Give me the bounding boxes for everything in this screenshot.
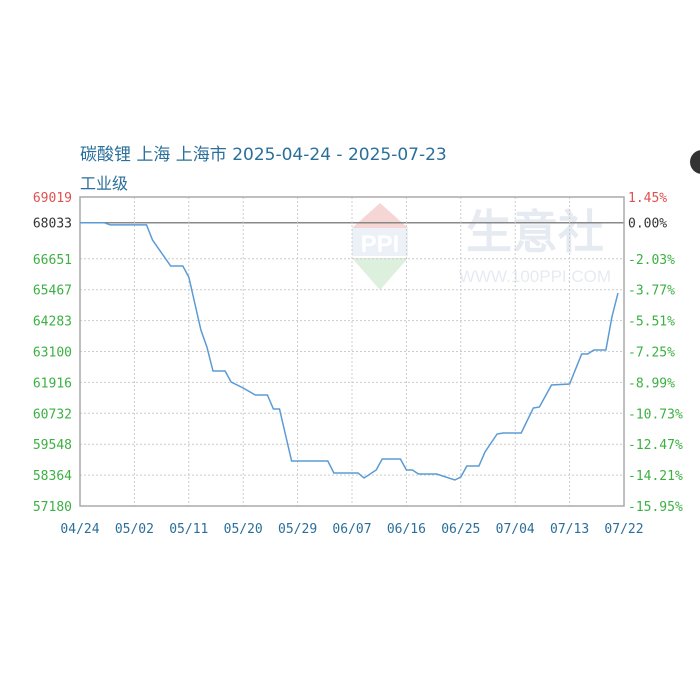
y-tick-label-left: 58364 — [33, 469, 72, 484]
y-tick-label-left: 61916 — [33, 376, 72, 391]
y-tick-label-right: 0.00% — [628, 217, 667, 232]
y-tick-label-right: -10.73% — [628, 407, 683, 422]
watermark-brand: 生意社 — [466, 205, 604, 259]
x-tick-label: 05/11 — [169, 522, 208, 537]
y-tick-label-left: 63100 — [33, 345, 72, 360]
y-tick-label-right: -5.51% — [628, 315, 675, 330]
watermark-logo-up — [352, 203, 408, 228]
y-tick-label-left: 60732 — [33, 407, 72, 422]
y-tick-label-right: -14.21% — [628, 469, 683, 484]
chart-subtitle: 工业级 — [80, 174, 129, 193]
y-tick-label-left: 59548 — [33, 438, 72, 453]
y-tick-label-left: 64283 — [33, 315, 72, 330]
y-tick-label-right: -3.77% — [628, 284, 675, 299]
x-tick-label: 06/07 — [332, 522, 371, 537]
y-tick-label-right: 1.45% — [628, 191, 667, 206]
x-tick-label: 05/20 — [224, 522, 263, 537]
y-tick-label-left: 57180 — [33, 500, 72, 515]
chart-title: 碳酸锂 上海 上海市 2025-04-24 - 2025-07-23 — [80, 145, 447, 165]
y-tick-label-right: -15.95% — [628, 500, 683, 515]
series-line — [80, 221, 619, 481]
x-tick-label: 05/02 — [115, 522, 154, 537]
y-tick-label-left: 68033 — [33, 217, 72, 232]
floating-button[interactable] — [690, 150, 700, 174]
x-tick-label: 05/29 — [278, 522, 317, 537]
watermark-url: WWW.100PPI.COM — [459, 267, 611, 286]
y-tick-label-left: 66651 — [33, 253, 72, 268]
watermark: PPI 生意社 WWW.100PPI.COM — [352, 203, 611, 290]
x-tick-label: 07/04 — [496, 522, 535, 537]
plot-frame — [79, 196, 625, 507]
x-tick-label: 06/25 — [441, 522, 480, 537]
x-tick-label: 04/24 — [60, 522, 99, 537]
y-tick-label-right: -7.25% — [628, 345, 675, 360]
x-tick-label: 06/16 — [387, 522, 426, 537]
watermark-logo: PPI — [361, 231, 400, 258]
x-tick-label: 07/13 — [550, 522, 589, 537]
y-tick-label-right: -2.03% — [628, 253, 675, 268]
watermark-logo-down — [352, 258, 408, 290]
y-tick-label-right: -8.99% — [628, 376, 675, 391]
x-tick-label: 07/22 — [604, 522, 643, 537]
y-tick-label-left: 65467 — [33, 284, 72, 299]
y-tick-label-right: -12.47% — [628, 438, 683, 453]
y-tick-label-left: 69019 — [33, 191, 72, 206]
